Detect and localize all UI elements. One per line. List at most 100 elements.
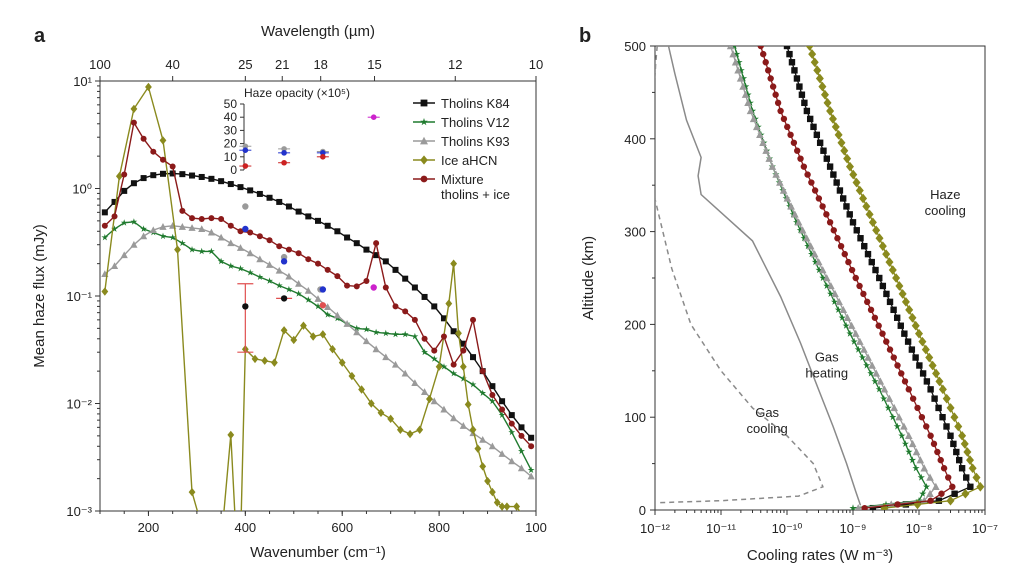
top-tick-label: 40: [165, 57, 179, 72]
marker-star: [908, 456, 917, 464]
marker-diamond: [950, 412, 959, 422]
marker-square: [846, 211, 853, 218]
marker-circle: [794, 147, 801, 154]
marker-diamond: [479, 462, 487, 471]
marker-triangle: [527, 472, 535, 480]
marker-circle: [218, 216, 225, 223]
marker-diamond: [831, 122, 840, 132]
marker-star: [421, 348, 428, 356]
marker-star: [827, 290, 835, 297]
marker-diamond: [174, 245, 181, 254]
marker-star: [527, 466, 535, 473]
marker-square: [315, 217, 321, 224]
marker-star: [880, 394, 888, 402]
x-axis-label: Cooling rates (W m⁻³): [747, 547, 893, 564]
marker-triangle: [864, 353, 872, 361]
marker-diamond: [300, 321, 307, 330]
marker-square: [868, 258, 875, 266]
inset-tick-label: 0: [230, 163, 237, 177]
marker-diamond: [898, 289, 907, 299]
marker-diamond: [905, 305, 914, 315]
marker-circle: [790, 139, 798, 146]
marker-square: [276, 198, 283, 205]
marker-circle: [852, 274, 859, 282]
series-group-a: [101, 82, 540, 547]
marker-triangle: [756, 130, 764, 139]
marker-square: [801, 99, 808, 107]
marker-diamond: [818, 81, 827, 92]
marker-circle: [237, 228, 244, 235]
marker-star: [489, 397, 496, 405]
marker-diamond: [938, 384, 947, 395]
marker-triangle: [517, 464, 526, 472]
marker-square: [872, 266, 879, 274]
marker-triangle: [236, 244, 245, 251]
marker-diamond: [367, 399, 375, 408]
marker-triangle: [362, 337, 371, 345]
marker-square: [111, 198, 118, 205]
marker-circle: [762, 59, 769, 66]
marker-circle: [860, 290, 867, 298]
top-axis-label: Wavelength (µm): [261, 23, 375, 40]
marker-circle: [848, 266, 856, 274]
marker-triangle: [265, 261, 274, 268]
marker-circle: [344, 282, 351, 289]
marker-diamond: [813, 65, 822, 76]
marker-diamond: [878, 241, 887, 251]
inset-point: [242, 147, 249, 153]
marker-diamond: [406, 429, 414, 439]
marker-diamond: [450, 259, 458, 268]
marker-star: [858, 353, 867, 361]
marker-diamond: [972, 472, 981, 483]
marker-triangle: [872, 369, 881, 377]
marker-diamond: [533, 539, 540, 547]
marker-square: [864, 250, 872, 258]
marker-triangle: [729, 50, 737, 58]
marker-diamond: [958, 430, 967, 441]
marker-square: [150, 172, 157, 179]
top-tick-label: 25: [238, 57, 252, 72]
marker-square: [159, 170, 166, 177]
marker-triangle: [759, 138, 767, 146]
data-point: [280, 295, 288, 302]
y-axis-label: Mean haze flux (mJy): [31, 224, 48, 367]
marker-square: [893, 314, 901, 321]
marker-circle: [804, 171, 811, 178]
x-tick-label: 10⁻¹¹: [706, 521, 737, 536]
marker-square: [849, 219, 857, 226]
marker-square: [402, 275, 409, 282]
marker-star: [733, 50, 741, 58]
x-tick-label: 10⁻⁸: [906, 521, 933, 536]
marker-circle: [411, 316, 418, 323]
inset-tick-label: 30: [224, 123, 238, 137]
marker-square: [121, 187, 128, 194]
marker-circle: [819, 203, 826, 210]
marker-diamond: [960, 439, 969, 449]
marker-star: [793, 218, 801, 226]
marker-triangle: [324, 303, 332, 311]
marker-diamond: [290, 335, 298, 345]
marker-circle: [834, 235, 841, 242]
marker-circle: [886, 346, 894, 353]
marker-square: [208, 175, 215, 182]
marker-circle: [949, 483, 956, 490]
marker-circle: [440, 333, 447, 340]
marker-triangle: [768, 162, 777, 170]
marker-diamond: [868, 217, 877, 228]
marker-star: [479, 389, 487, 396]
marker-circle: [841, 250, 848, 258]
marker-square: [796, 83, 803, 90]
marker-square: [935, 404, 942, 412]
marker-diamond: [862, 201, 871, 212]
marker-star: [830, 298, 839, 305]
marker-star: [917, 473, 925, 481]
marker-diamond: [963, 447, 972, 457]
marker-triangle: [860, 345, 868, 353]
marker-diamond: [865, 209, 874, 220]
profile-line-7: [655, 46, 658, 79]
marker-star: [188, 246, 196, 253]
marker-star: [411, 332, 419, 340]
marker-square: [950, 440, 957, 448]
marker-square: [344, 234, 351, 241]
